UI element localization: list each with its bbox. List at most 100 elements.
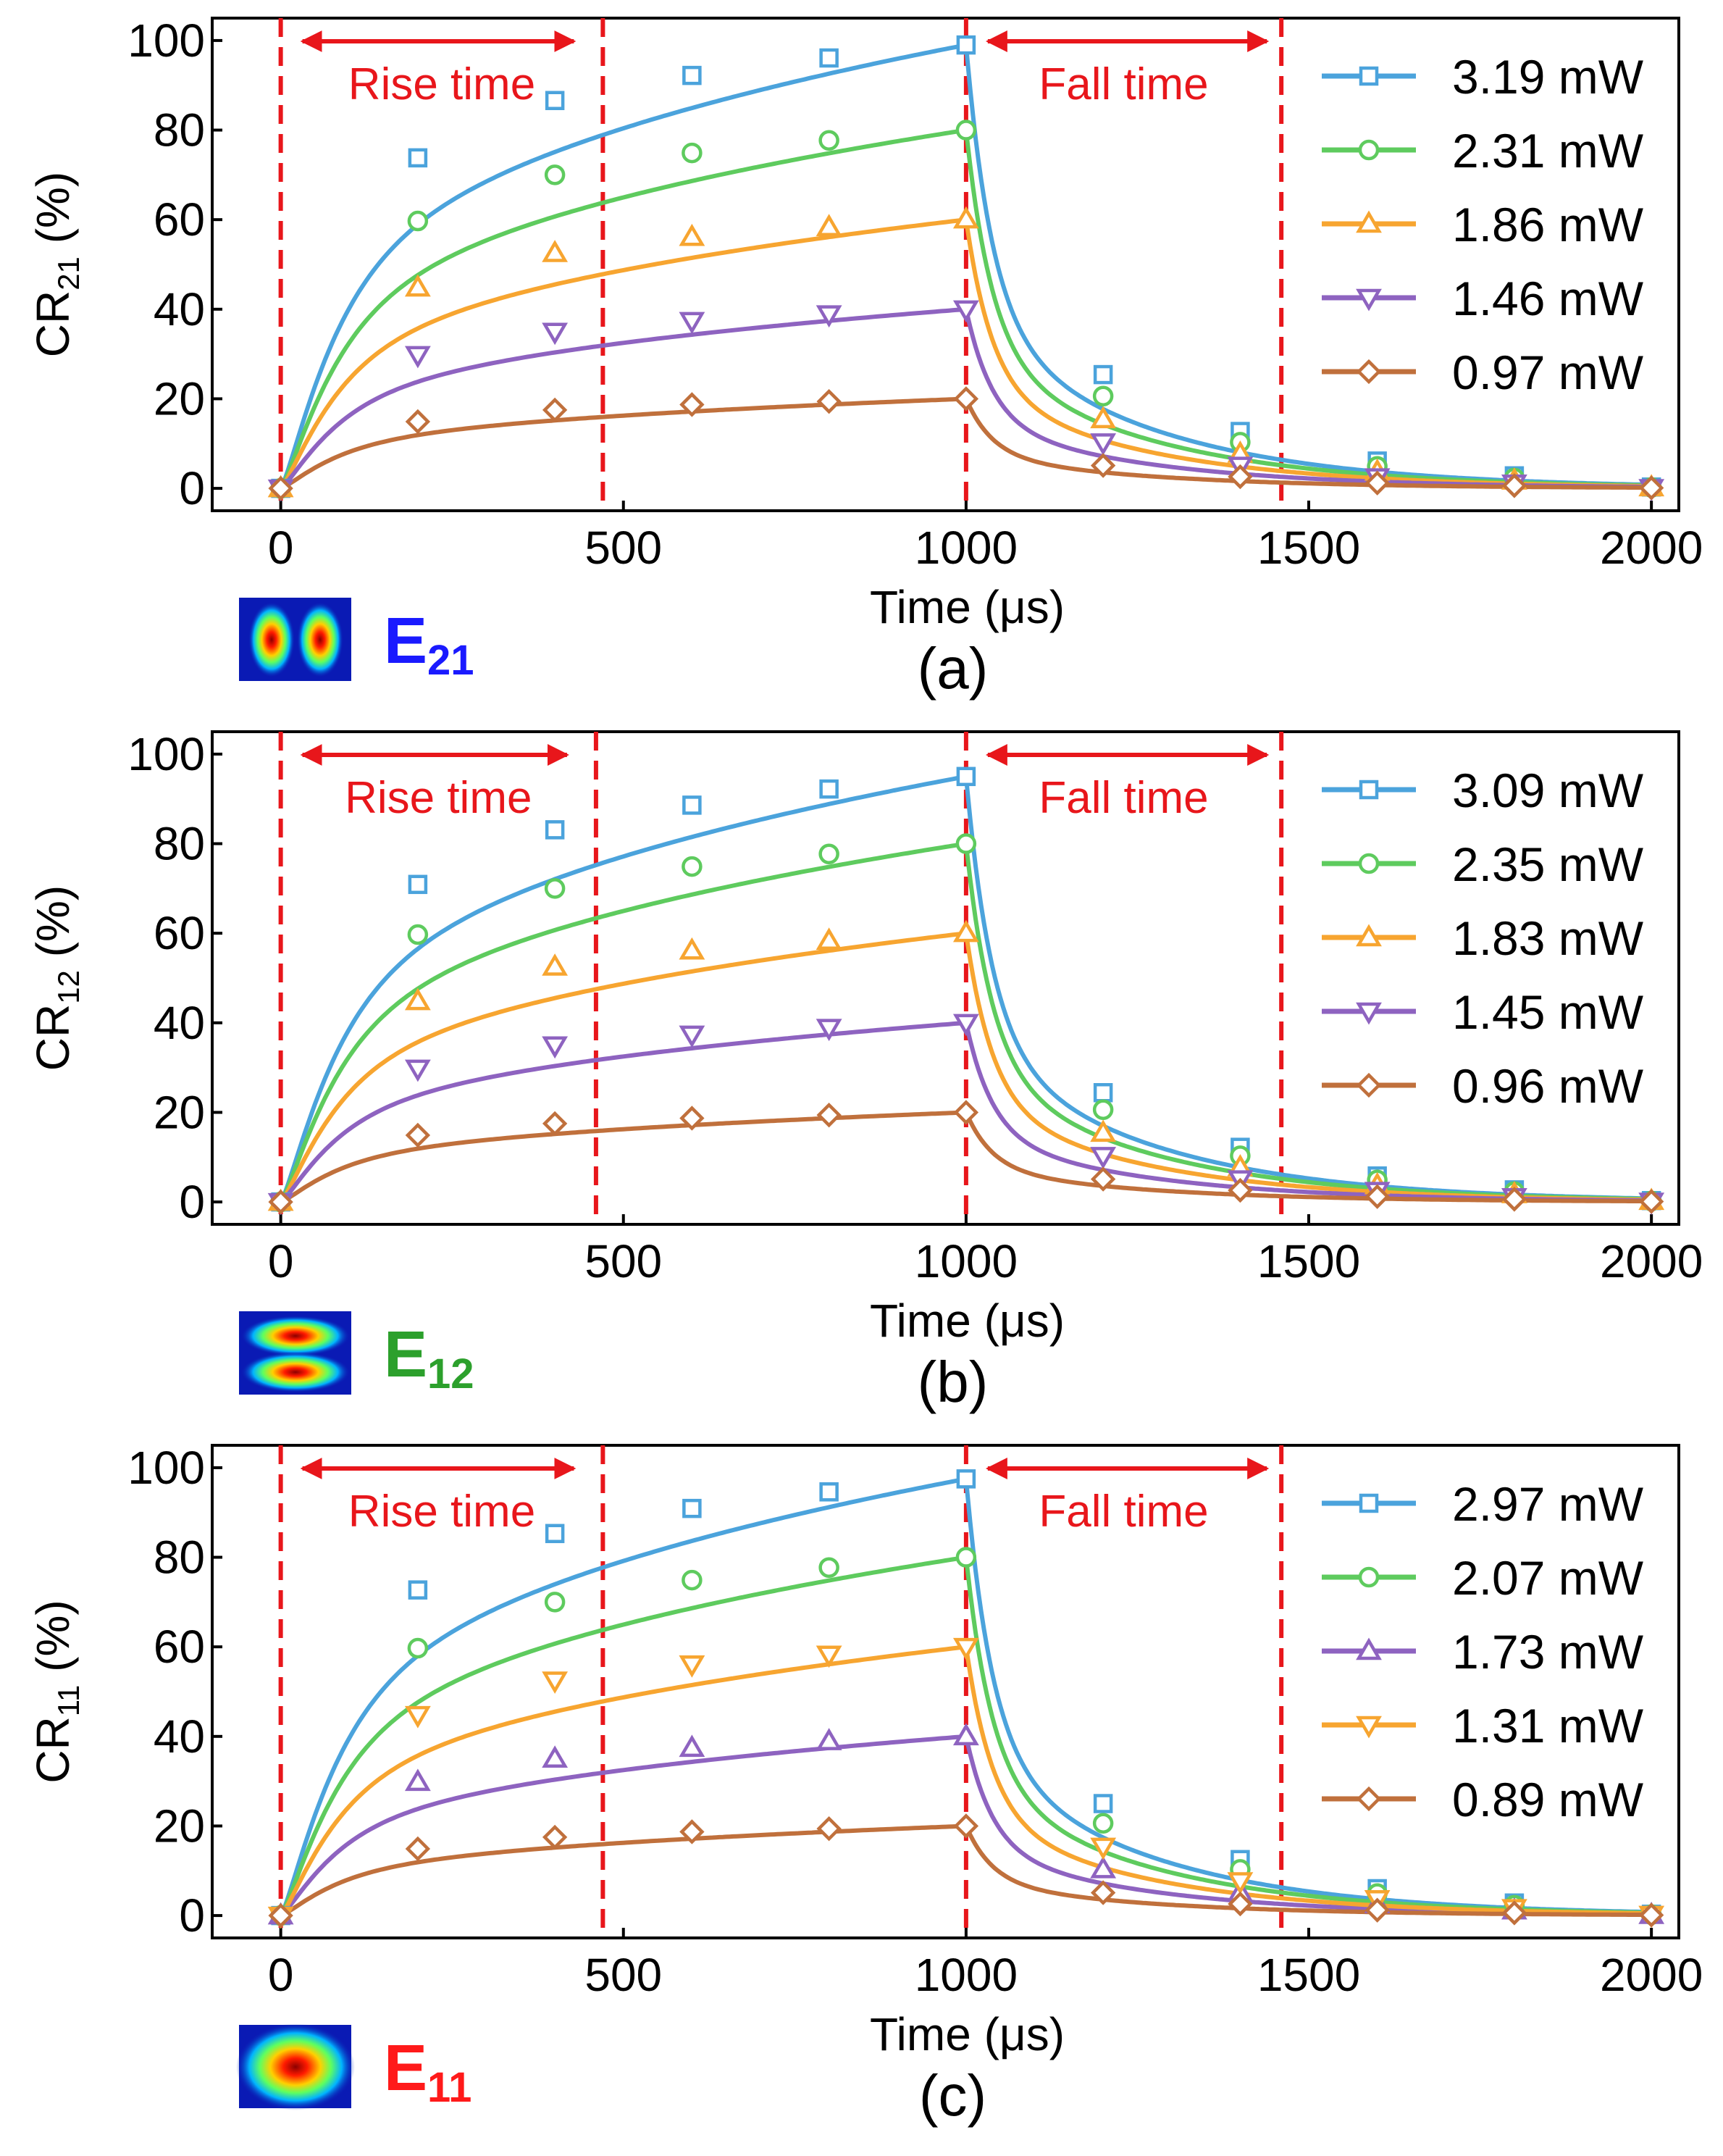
x-tick-label: 2000 <box>1600 1235 1703 1287</box>
legend-label: 0.97 mW <box>1452 346 1644 399</box>
panel-label: (a) <box>918 636 989 701</box>
data-point-series-1 <box>682 1498 702 1518</box>
panel-label: (b) <box>918 1350 989 1414</box>
data-point-series-4 <box>952 1637 979 1660</box>
series-line-5 <box>280 1110 1651 1204</box>
legend-marker <box>1356 924 1382 947</box>
data-point-series-1 <box>819 1482 839 1502</box>
data-point-series-2 <box>544 1592 566 1613</box>
legend-marker <box>1358 1566 1380 1588</box>
mode-profile-image <box>239 598 351 681</box>
data-point-series-4 <box>1227 1872 1254 1894</box>
mode-label: E11 <box>384 2032 471 2111</box>
legend-marker <box>1359 66 1379 86</box>
series-line-2 <box>279 128 1651 490</box>
plot-frame <box>211 17 1680 512</box>
data-point-series-2 <box>1092 385 1114 406</box>
y-tick-label: 20 <box>154 1800 205 1852</box>
y-axis-label: CR21 (%) <box>27 172 85 357</box>
data-point-series-2 <box>544 164 566 185</box>
series-line-5 <box>280 396 1651 490</box>
data-point-series-4 <box>542 322 569 346</box>
data-point-series-2 <box>407 1637 429 1659</box>
data-point-series-5 <box>405 409 431 435</box>
data-point-series-5 <box>405 1836 431 1862</box>
y-tick-label: 80 <box>154 1532 205 1584</box>
data-point-series-1 <box>682 795 702 815</box>
data-point-series-4 <box>542 1671 569 1695</box>
mode-label-main: E <box>384 2032 427 2105</box>
data-point-series-4 <box>542 1036 569 1059</box>
mode-label-sub: 21 <box>427 637 474 684</box>
data-point-series-1 <box>545 820 565 840</box>
legend-label: 2.97 mW <box>1452 1477 1644 1531</box>
y-tick-label: 40 <box>154 283 205 335</box>
data-point-series-3 <box>1090 1119 1117 1142</box>
x-axis-label: Time (μs) <box>870 2008 1065 2060</box>
y-axis-label-main: CR <box>27 1004 79 1071</box>
x-tick-label: 1500 <box>1257 1949 1360 2001</box>
legend-marker <box>1358 139 1380 161</box>
legend-label: 1.86 mW <box>1452 198 1644 251</box>
data-point-series-3 <box>679 223 705 246</box>
data-point-series-2 <box>818 843 839 865</box>
data-point-series-3 <box>404 274 431 297</box>
data-point-series-5 <box>1638 1189 1664 1214</box>
data-point-series-4 <box>952 1014 979 1037</box>
data-point-series-5 <box>953 386 979 411</box>
data-point-series-2 <box>818 1557 839 1579</box>
mode-lobe <box>236 2023 355 2110</box>
data-point-series-2 <box>1092 1813 1114 1834</box>
data-point-series-5 <box>268 475 293 501</box>
data-point-series-4 <box>1090 433 1117 456</box>
legend-label: 2.31 mW <box>1452 124 1644 177</box>
data-point-series-5 <box>1090 1166 1116 1192</box>
series-line-4 <box>279 306 1651 490</box>
data-point-series-3 <box>542 240 569 262</box>
data-point-series-2 <box>407 924 429 945</box>
data-point-series-2 <box>682 856 703 877</box>
data-point-series-1 <box>1093 364 1113 385</box>
data-point-series-2 <box>955 120 977 141</box>
x-tick-label: 0 <box>268 1949 294 2001</box>
mode-label: E12 <box>384 1319 474 1397</box>
y-tick-label: 80 <box>154 104 205 156</box>
data-point-series-4 <box>679 312 705 335</box>
data-point-series-4 <box>1090 1837 1117 1860</box>
x-tick-label: 500 <box>584 1949 662 2001</box>
data-point-series-3 <box>952 1723 979 1746</box>
x-tick-label: 1000 <box>915 522 1018 574</box>
legend-label: 2.07 mW <box>1452 1551 1644 1605</box>
mode-lobe <box>248 602 295 677</box>
y-axis-label-sub: 21 <box>51 256 85 291</box>
series-line-3 <box>279 930 1651 1203</box>
data-point-series-2 <box>682 1569 703 1591</box>
legend-marker <box>1356 1637 1382 1660</box>
data-point-series-5 <box>542 1824 568 1850</box>
mode-lobe <box>241 1352 350 1392</box>
data-point-series-2 <box>682 142 703 164</box>
data-point-series-1 <box>956 35 976 55</box>
data-point-series-1 <box>819 779 839 799</box>
data-point-series-1 <box>408 874 428 895</box>
data-point-series-5 <box>816 1102 842 1128</box>
x-axis-label: Time (μs) <box>870 1295 1065 1347</box>
series-line-3 <box>279 217 1651 490</box>
plot-frame <box>211 730 1680 1226</box>
rise-time-label: Rise time <box>348 59 535 109</box>
data-point-series-5 <box>268 1189 293 1215</box>
x-tick-label: 1000 <box>915 1235 1018 1287</box>
x-tick-label: 1500 <box>1257 522 1360 574</box>
data-point-series-4 <box>404 1059 431 1082</box>
data-point-series-2 <box>407 210 429 232</box>
rise-time-label: Rise time <box>348 1487 535 1537</box>
y-axis-label-unit: (%) <box>27 1600 79 1684</box>
data-point-series-4 <box>816 1645 842 1668</box>
mode-lobe <box>241 1316 350 1356</box>
mode-label-main: E <box>384 1319 427 1391</box>
data-point-series-1 <box>545 91 565 110</box>
fall-time-label: Fall time <box>1039 59 1208 109</box>
data-point-series-3 <box>952 206 979 229</box>
data-point-series-3 <box>816 214 842 236</box>
